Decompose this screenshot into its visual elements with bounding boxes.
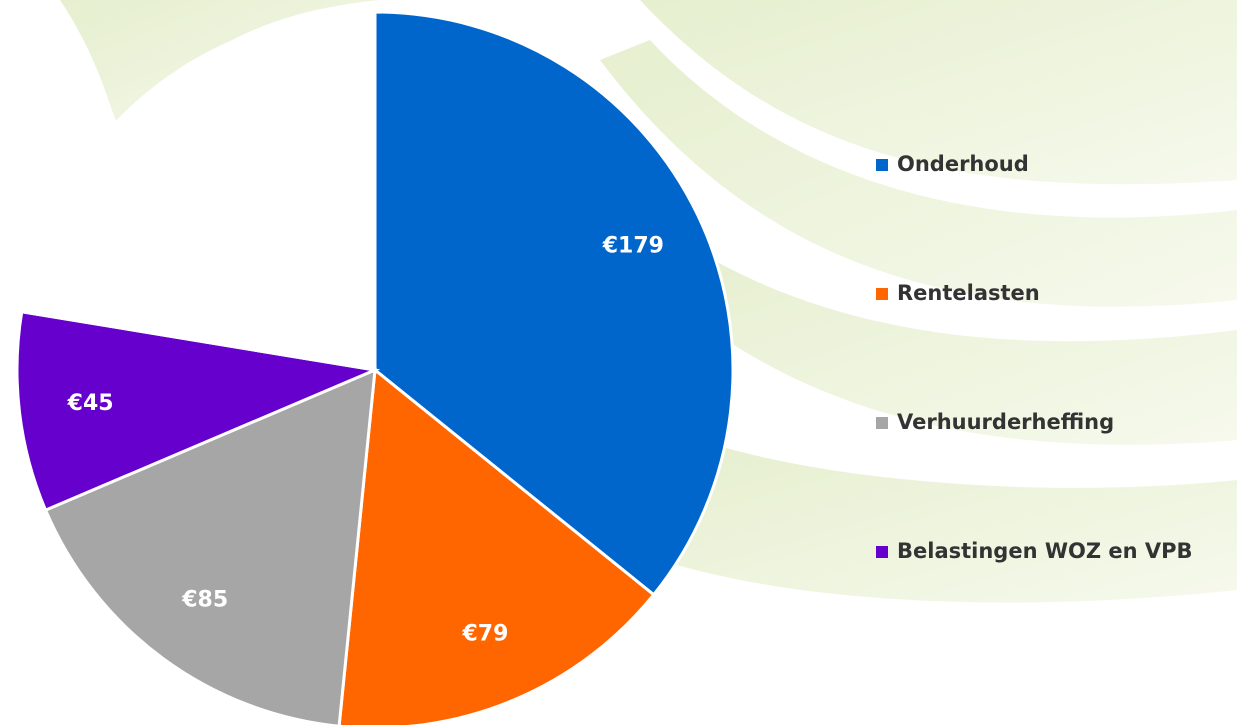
legend-swatch [876,417,888,429]
data-label: €79 [461,621,508,646]
legend-label: Rentelasten [897,281,1040,305]
data-label: €179 [602,233,664,258]
legend-swatch [876,288,888,300]
legend-swatch [876,159,888,171]
chart: €179 €79 €85 €45 Onderhoud Rentelasten Verhuu… [0,0,1237,725]
data-label: €45 [67,391,114,416]
pie-slice [22,12,375,370]
pie: €179 €79 €85 €45 [17,12,733,725]
legend-label: Onderhoud [897,152,1029,176]
legend-label: Belastingen WOZ en VPB [897,539,1193,563]
legend-swatch [876,546,888,558]
legend-label: Verhuurderheffing [897,410,1114,434]
data-label: €85 [181,588,228,613]
